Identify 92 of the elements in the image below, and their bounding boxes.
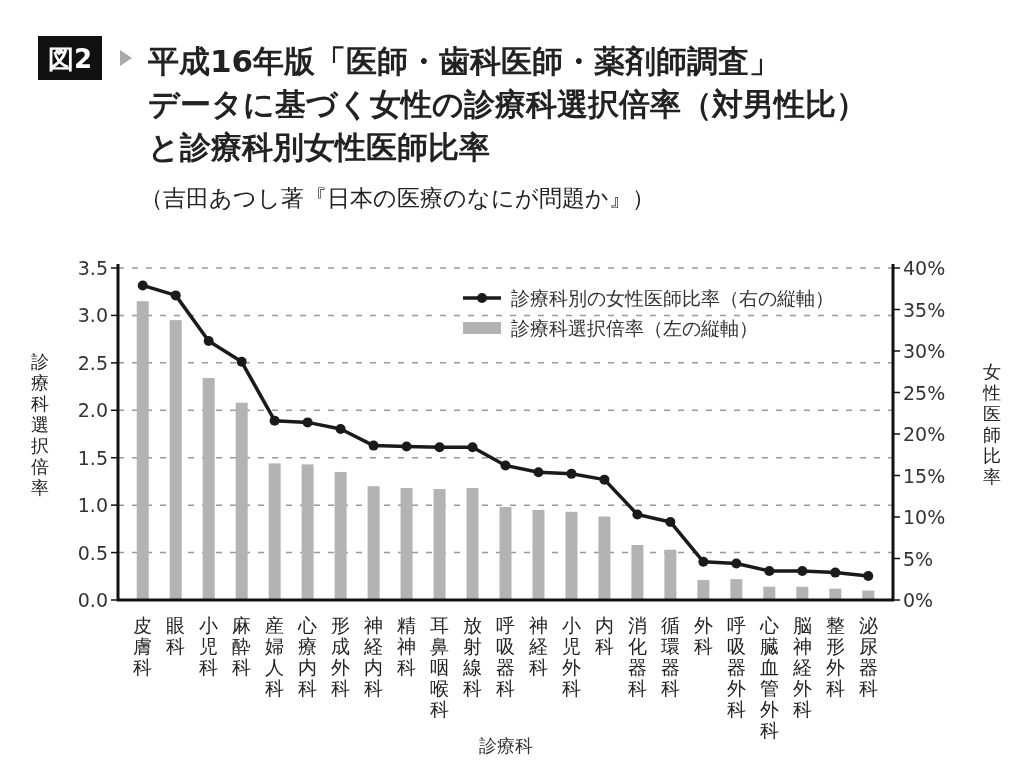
x-tick-label: 循環器科 — [660, 614, 680, 699]
x-tick-label: 精神科 — [397, 614, 417, 678]
x-tick-label: 脳神経外科 — [791, 614, 812, 720]
point — [236, 356, 247, 367]
bar — [235, 402, 248, 600]
y2-tick-label: 40% — [903, 257, 946, 279]
y2-tick-label: 35% — [903, 298, 946, 321]
point — [203, 336, 214, 347]
bar — [400, 488, 413, 600]
y2-tick-label: 30% — [903, 340, 946, 362]
caption: 図2 — [47, 44, 93, 74]
y2-tick-label: 15% — [903, 464, 946, 487]
x-tick-label: 形成外科 — [331, 614, 351, 699]
point — [170, 290, 181, 301]
y-tick-label: 1.5 — [77, 446, 108, 469]
bar — [499, 507, 512, 600]
y2-axis-title: 女性医師比率 — [982, 361, 1001, 487]
point — [830, 567, 841, 578]
chart-subtitle: （吉田あつし著『日本の医療のなにが問題か』） — [140, 185, 655, 211]
point — [566, 468, 577, 479]
y-tick-label: 3.5 — [77, 257, 108, 279]
point — [434, 442, 445, 453]
x-tick-label: 内科 — [594, 614, 614, 657]
point — [500, 460, 511, 471]
point — [401, 441, 412, 452]
x-tick-label: 皮膚科 — [133, 614, 153, 678]
point — [665, 516, 676, 527]
bar — [301, 464, 314, 600]
bar — [763, 586, 776, 600]
y2-tick-label: 20% — [903, 423, 946, 445]
x-tick-label: 心臓血管外科 — [758, 614, 779, 741]
y2-tick-label: 25% — [903, 381, 946, 404]
x-tick-label: 麻酔科 — [232, 614, 252, 678]
point — [599, 474, 610, 485]
bar — [367, 486, 380, 600]
point — [467, 442, 478, 453]
bar — [334, 471, 347, 600]
point — [863, 570, 874, 581]
bar — [433, 489, 446, 600]
x-tick-label: 小児外科 — [561, 614, 581, 699]
chart-title: 平成16年版「医師・歯科医師・薬剤師調査」データに基づく女性の診療科選択倍率（対男性比）と診療科別女性医師比率 — [147, 43, 867, 165]
point — [137, 280, 148, 291]
bar — [631, 544, 644, 600]
y-axis-title: 診療科選択倍率 — [31, 351, 49, 498]
x-tick-label: 耳鼻咽喉科 — [430, 614, 450, 720]
bar — [598, 516, 611, 600]
y-tick-label: 0.0 — [77, 589, 108, 611]
y-tick-label: 2.5 — [77, 351, 108, 374]
x-tick-label: 神経科 — [527, 614, 548, 678]
bar — [532, 509, 545, 600]
bar — [697, 580, 710, 600]
x-tick-label: 小児科 — [199, 614, 219, 678]
x-tick-label: 心療内科 — [297, 614, 318, 699]
bar — [664, 549, 677, 600]
y-tick-label: 3.0 — [77, 304, 108, 327]
x-tick-label: 呼吸器科 — [496, 614, 515, 699]
y-tick-label: 1.0 — [77, 494, 108, 517]
y-tick-label: 2.0 — [77, 399, 108, 422]
x-tick-label: 泌尿器科 — [858, 614, 878, 699]
legend-label: 診療科別の女性医師比率（右の縦軸） — [511, 287, 834, 309]
x-tick-label: 整形外科 — [825, 614, 845, 699]
point — [731, 558, 742, 569]
bar — [268, 463, 281, 600]
bar — [169, 320, 182, 600]
point — [302, 417, 313, 428]
y2-tick-label: 5% — [903, 547, 934, 570]
bar — [136, 301, 149, 600]
point — [335, 424, 346, 435]
legend-label: 診療科選択倍率（左の縦軸） — [511, 317, 758, 339]
point — [797, 565, 808, 576]
point — [632, 509, 643, 520]
x-axis-title: 診療科 — [478, 735, 533, 756]
y2-tick-label: 0% — [903, 589, 934, 611]
bar — [730, 579, 743, 600]
bar — [466, 488, 479, 600]
x-tick-label: 外科 — [693, 614, 713, 657]
point — [698, 556, 709, 567]
y-tick-label: 0.5 — [77, 541, 108, 564]
point — [269, 415, 280, 426]
y2-tick-label: 10% — [903, 506, 946, 528]
point — [764, 565, 775, 576]
bar — [202, 378, 215, 600]
x-tick-label: 神経内科 — [363, 614, 384, 699]
x-tick-label: 産婦人科 — [265, 614, 285, 699]
point — [533, 467, 544, 478]
x-tick-label: 消化器科 — [627, 614, 647, 699]
x-tick-label: 放射線科 — [462, 614, 483, 699]
bar — [565, 511, 578, 600]
x-tick-label: 呼吸器外科 — [726, 614, 746, 720]
x-tick-label: 眼科 — [166, 614, 186, 657]
bar — [796, 586, 809, 600]
point — [368, 440, 379, 451]
